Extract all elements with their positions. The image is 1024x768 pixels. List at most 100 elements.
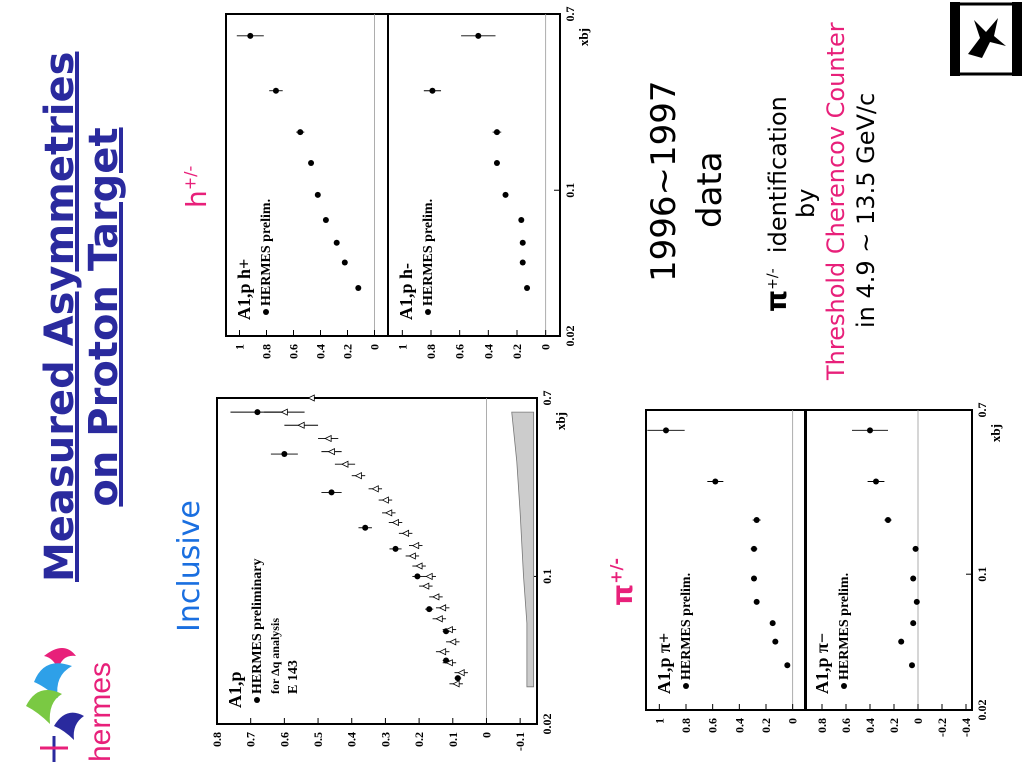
swallow-logo	[950, 2, 1022, 76]
data-point-triangle	[391, 518, 399, 527]
y-tick-label: 0.8	[679, 718, 693, 733]
data-point-triangle	[401, 529, 410, 537]
data-point	[909, 662, 915, 669]
momentum-text: in 4.9 ~ 13.5 GeV/c	[852, 92, 880, 328]
data-point-triangle	[381, 496, 389, 504]
legend-marker	[841, 683, 847, 689]
data-point	[753, 517, 760, 524]
data-point-triangle	[354, 472, 362, 480]
data-point-triangle	[435, 615, 443, 623]
y-tick-label: 0.2	[759, 718, 773, 733]
pid-symbol: π	[760, 289, 793, 312]
data-point	[867, 427, 873, 434]
data-point-triangle	[445, 625, 453, 634]
data-point	[518, 216, 525, 223]
y-tick-label: 0.3	[378, 732, 392, 747]
hermes-logo: hermes	[14, 636, 117, 764]
data-point	[913, 598, 920, 605]
y-tick-label: 0	[539, 344, 553, 350]
plot-frame	[388, 13, 561, 337]
data-point-triangle	[457, 669, 465, 677]
h-minus-plot: 0 0.2 0.4 0.6 0.8 1 0.02 0.1 0.7 xbj A1,p h- HERMES…	[388, 7, 591, 359]
y-axis-label: A1,p h+	[234, 259, 254, 320]
data-point-triangle	[411, 541, 420, 550]
y-tick-label: 0.6	[453, 344, 467, 359]
legend-label: HERMES prelim.	[679, 573, 694, 680]
y-tick-label: 0.6	[839, 718, 853, 733]
y-tick-label: 0.6	[706, 718, 720, 733]
y-axis-label: A1,p π+	[654, 633, 674, 694]
data-point	[426, 606, 433, 613]
legend-marker	[683, 683, 689, 689]
data-point-triangle	[307, 394, 315, 402]
logo-text: hermes	[84, 661, 117, 762]
data-point	[362, 524, 369, 531]
pi-minus-plot: -0.4 -0.2 0 0.2 0.4 0.6 0.8 0.02 0.1 0.7 xbj A1,p π…	[804, 403, 1003, 737]
data-point	[493, 160, 500, 167]
x-tick-label: 0.1	[975, 567, 989, 582]
data-point	[392, 545, 399, 552]
by-text: by	[792, 188, 820, 218]
data-word: data	[690, 151, 730, 228]
title-line-1: Measured Asymmetries	[37, 51, 83, 582]
y-axis-label: A1,p π−	[812, 633, 832, 694]
x-tick-label: 0.02	[540, 714, 554, 735]
data-point	[493, 129, 500, 136]
data-point	[519, 259, 526, 266]
y-tick-label: -0.1	[513, 732, 527, 751]
data-point	[454, 675, 461, 682]
x-axis-label: xbj	[576, 28, 591, 46]
data-point	[502, 191, 509, 198]
y-tick-label: 0.4	[732, 718, 746, 733]
hadron-label-h: h	[180, 190, 213, 208]
legend-label: HERMES prelim.	[259, 199, 274, 306]
data-point-triangle	[445, 659, 453, 667]
y-tick-label: 0.4	[345, 732, 359, 747]
systematic-band	[511, 411, 535, 688]
data-point	[297, 129, 304, 136]
swallow-icon	[950, 2, 1022, 76]
data-point-triangle	[327, 447, 335, 456]
legend-marker	[254, 697, 260, 703]
y-axis-label: A1,p h-	[396, 263, 416, 320]
y-tick-label: 0	[786, 718, 800, 724]
data-point	[355, 284, 362, 291]
y-tick-label: 0.4	[314, 344, 328, 359]
data-point-triangle	[438, 604, 447, 612]
data-point	[784, 662, 791, 669]
inclusive-label: Inclusive	[172, 500, 207, 632]
data-point-triangle	[421, 582, 430, 590]
y-tick-label: 0	[368, 344, 382, 350]
pid-sup: +/-	[765, 268, 781, 290]
legend-label: for Δq analysis	[268, 618, 282, 694]
y-tick-label: 1	[395, 344, 409, 350]
x-tick-label: 0.7	[540, 391, 554, 406]
data-point-triangle	[341, 460, 349, 468]
x-tick-label: 0.1	[540, 569, 554, 584]
data-point	[328, 489, 335, 496]
title-line-2: on Proton Target	[81, 127, 127, 507]
data-point	[414, 573, 421, 580]
data-point	[885, 517, 891, 524]
data-point-triangle	[280, 408, 288, 416]
legend-label: HERMES prelim.	[837, 573, 852, 680]
y-tick-label: 0.7	[244, 732, 258, 747]
data-point-triangle	[452, 680, 460, 688]
y-tick-label: 0.6	[287, 344, 301, 359]
data-point	[751, 545, 757, 552]
pion-label: π+/-	[606, 558, 639, 606]
pid-line: π+/- identification	[760, 96, 793, 312]
data-point-triangle	[438, 648, 447, 656]
x-tick-label: 0.1	[563, 183, 577, 198]
y-tick-label: 1	[233, 344, 247, 350]
y-tick-label: 0.2	[510, 344, 524, 359]
y-tick-label: 0.6	[277, 732, 291, 747]
pi-plus-plot: 0 0.2 0.4 0.6 0.8 1 A1,p π+ HERMES prelim.	[645, 409, 807, 733]
data-point	[341, 259, 348, 266]
data-point	[247, 32, 254, 39]
data-point-triangle	[448, 638, 457, 646]
slide-title: Measured Asymmetries on Proton Target	[37, 51, 127, 582]
legend-label: HERMES preliminary	[250, 559, 265, 694]
data-point	[772, 638, 779, 645]
plot-frame	[216, 397, 538, 725]
